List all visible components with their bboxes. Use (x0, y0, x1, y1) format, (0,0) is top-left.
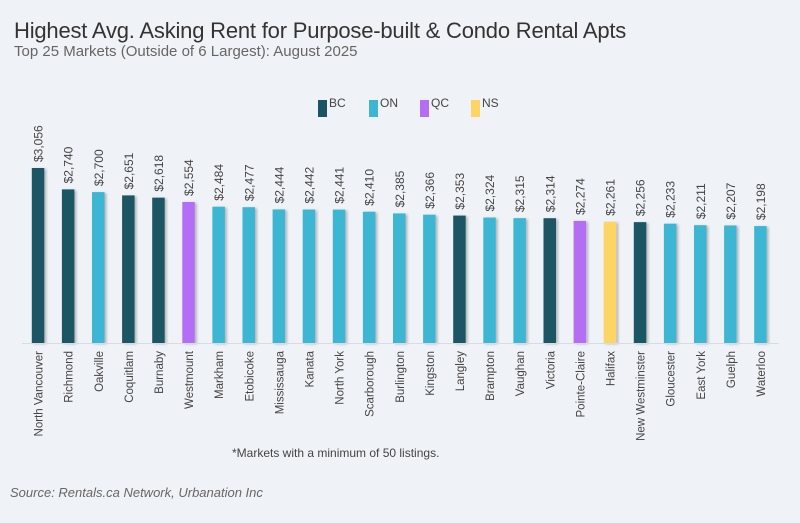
category-label-halifax: Halifax (605, 351, 617, 386)
category-label-east-york: East York (696, 351, 708, 400)
value-label-vaughan: $2,315 (513, 175, 527, 212)
bar-oakville (92, 192, 105, 343)
category-label-oakville: Oakville (94, 351, 106, 392)
value-label-burlington: $2,385 (393, 170, 407, 207)
legend-swatch-ns (471, 100, 480, 117)
category-label-new-westminster: New Westminster (636, 351, 648, 441)
category-label-langley: Langley (455, 351, 467, 392)
category-label-gloucester: Gloucester (666, 351, 678, 407)
value-label-brampton: $2,324 (483, 175, 497, 212)
chart-title: Highest Avg. Asking Rent for Purpose-bui… (14, 18, 627, 43)
legend-label-ns: NS (482, 96, 499, 110)
bar-new-westminster (633, 222, 647, 343)
category-label-north-vancouver: North Vancouver (34, 351, 46, 437)
category-label-guelph: Guelph (726, 351, 738, 388)
value-label-scarborough: $2,410 (363, 169, 377, 206)
bar-coquitlam (122, 195, 135, 343)
value-label-halifax: $2,261 (603, 179, 617, 216)
bar-scarborough (362, 211, 376, 343)
category-label-richmond: Richmond (64, 351, 76, 403)
category-label-victoria: Victoria (545, 350, 557, 389)
legend-item-bc: BC (318, 96, 369, 117)
bar-langley (453, 215, 466, 343)
category-label-waterloo: Waterloo (756, 351, 768, 397)
category-label-brampton: Brampton (485, 351, 497, 401)
legend-item-qc: QC (420, 96, 471, 117)
legend-label-bc: BC (329, 96, 346, 110)
category-label-scarborough: Scarborough (365, 351, 377, 417)
bar-burnaby (152, 197, 165, 343)
bar-east-york (694, 225, 707, 343)
category-label-coquitlam: Coquitlam (124, 351, 136, 403)
bar-kingston (423, 214, 436, 343)
bar-vaughan (513, 218, 526, 343)
value-label-richmond: $2,740 (62, 146, 76, 183)
bar-kanata (302, 209, 316, 343)
legend-item-on: ON (369, 96, 420, 117)
value-label-new-westminster: $2,256 (634, 179, 648, 216)
bar-north-vancouver (31, 168, 45, 343)
value-label-guelph: $2,207 (724, 182, 738, 219)
value-label-waterloo: $2,198 (754, 183, 768, 220)
legend-label-qc: QC (431, 96, 449, 110)
category-label-burlington: Burlington (395, 351, 407, 403)
category-label-kanata: Kanata (304, 350, 316, 387)
source-note: Source: Rentals.ca Network, Urbanation I… (10, 485, 263, 500)
value-label-north-vancouver: $3,056 (32, 125, 46, 162)
bar-gloucester (663, 223, 677, 343)
legend-swatch-bc (318, 100, 327, 117)
category-label-kingston: Kingston (425, 351, 437, 396)
bar-north-york (332, 209, 346, 343)
value-label-burnaby: $2,618 (152, 155, 166, 192)
legend-label-on: ON (380, 96, 398, 110)
legend-swatch-qc (420, 100, 429, 117)
category-label-westmount: Westmount (184, 350, 196, 409)
bar-mississauga (272, 209, 286, 343)
footnote: *Markets with a minimum of 50 listings. (232, 446, 440, 460)
value-label-kanata: $2,442 (302, 167, 316, 204)
bar-guelph (724, 225, 737, 343)
bar-richmond (61, 189, 75, 343)
value-label-kingston: $2,366 (423, 172, 437, 209)
value-label-markham: $2,484 (212, 164, 226, 201)
value-label-north-york: $2,441 (333, 167, 347, 204)
value-label-oakville: $2,700 (92, 149, 106, 186)
category-label-etobicoke: Etobicoke (244, 351, 256, 402)
bar-brampton (483, 217, 496, 343)
value-label-pointe-claire: $2,274 (573, 178, 587, 215)
bar-halifax (603, 221, 617, 343)
bar-etobicoke (242, 207, 255, 343)
bar-markham (212, 206, 225, 343)
legend-swatch-on (369, 100, 378, 117)
value-label-etobicoke: $2,477 (242, 164, 256, 201)
category-label-vaughan: Vaughan (515, 351, 527, 396)
value-label-east-york: $2,211 (694, 183, 708, 219)
value-label-victoria: $2,314 (543, 175, 557, 212)
category-label-mississauga: Mississauga (274, 350, 286, 414)
value-label-langley: $2,353 (453, 173, 467, 210)
category-label-burnaby: Burnaby (154, 351, 166, 394)
value-label-westmount: $2,554 (182, 159, 196, 196)
category-label-north-york: North York (335, 351, 347, 405)
bar-waterloo (754, 226, 767, 343)
category-label-pointe-claire: Pointe-Claire (575, 351, 587, 417)
legend: BC ON QC NS (318, 96, 522, 117)
bar-burlington (393, 213, 406, 343)
value-label-gloucester: $2,233 (664, 181, 678, 218)
bar-pointe-claire (573, 220, 587, 343)
legend-item-ns: NS (471, 96, 522, 117)
bar-westmount (182, 201, 195, 343)
value-label-mississauga: $2,444 (272, 166, 286, 203)
value-label-coquitlam: $2,651 (122, 152, 136, 189)
bar-victoria (543, 218, 556, 343)
chart-subtitle: Top 25 Markets (Outside of 6 Largest): A… (14, 43, 358, 60)
category-label-markham: Markham (214, 351, 226, 399)
